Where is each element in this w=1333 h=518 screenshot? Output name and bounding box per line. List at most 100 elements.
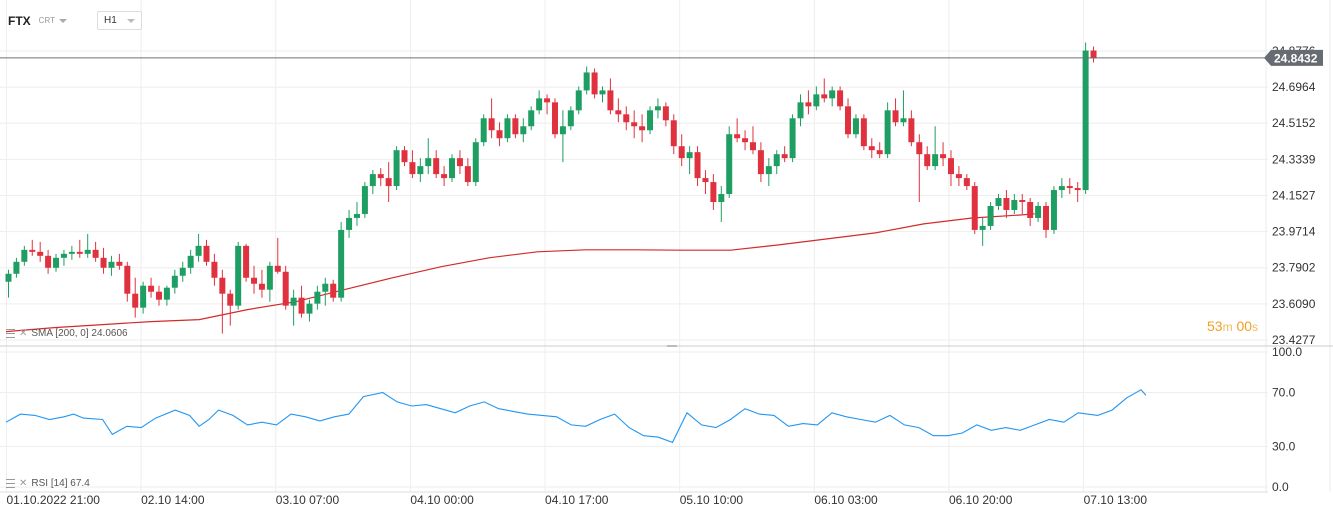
grid [0,0,1333,493]
timeframe-dropdown[interactable]: H1 [96,11,142,30]
candle-body [1066,186,1073,189]
candle-body [409,162,416,175]
candle-body [298,297,305,314]
time-tick-label: 04.10 17:00 [545,493,609,507]
candle-body [45,255,52,268]
candle-body [670,120,677,147]
candle-body [647,110,654,131]
candle-body [496,130,503,139]
candle-body [718,194,725,203]
candle-body [702,178,709,183]
candle-body [1058,186,1065,191]
candle-body [631,122,638,127]
candle-body [544,98,551,103]
candle-body [773,154,780,167]
candle-body [140,285,147,308]
candle-body [1003,198,1010,210]
sma-legend: ✕ SMA [200, 0] 24.0606 [6,328,128,339]
candle-body [187,255,194,268]
rsi-tick-label: 0.0 [1272,480,1289,494]
candle-body [892,110,899,123]
instrument-type-dropdown[interactable]: CRT [39,16,67,25]
candle-body [575,90,582,111]
candle-body [797,102,804,119]
countdown-seconds-unit: s [1252,320,1259,334]
candle-body [837,90,844,107]
candle-body [21,249,28,262]
candle-body [464,166,471,183]
countdown-minutes: 53 [1207,318,1223,334]
candle-body [108,261,115,268]
candle-body [314,291,321,304]
candle-body [227,293,234,306]
candle-body [425,158,432,167]
candle-body [203,245,210,262]
candle-body [330,283,337,298]
countdown-minutes-unit: m [1222,320,1233,334]
candle-body [654,106,661,111]
close-icon[interactable]: ✕ [19,478,28,489]
candle-body [821,94,828,99]
time-tick-label: 03.10 07:00 [276,493,340,507]
candle-body [53,257,60,268]
candle-body [179,267,186,276]
sma-line [5,213,1035,333]
candle-body [100,257,107,268]
candle-body [148,285,155,292]
candle-body [868,146,875,151]
instrument-type-label: CRT [38,16,55,25]
candle-body [947,158,954,175]
rsi-legend-label: RSI [14] 67.4 [31,478,90,489]
time-tick-label: 07.10 13:00 [1084,493,1148,507]
candle-body [757,150,764,175]
candle-body [235,245,242,306]
candle-body [551,102,558,135]
rsi-tick-label: 30.0 [1272,440,1296,454]
candle-body [1050,190,1057,230]
time-tick-label: 05.10 10:00 [680,493,744,507]
candle-body [765,166,772,175]
price-tick-label: 23.6090 [1272,297,1316,311]
menu-icon[interactable] [6,479,15,488]
candle-body [401,150,408,163]
candle-body [559,126,566,135]
rsi-line [5,389,1147,444]
candle-body [76,251,83,254]
candle-body [29,249,36,252]
candle-body [37,251,44,256]
candle-body [599,90,606,95]
candle-body [520,126,527,135]
candle-body [900,118,907,123]
candle-body [710,182,717,203]
symbol-label[interactable]: FTX [8,13,31,28]
candle-body [749,142,756,151]
candle-body [68,251,75,254]
time-tick-label: 06.10 20:00 [949,493,1013,507]
candle-body [955,174,962,179]
candle-body [195,245,202,256]
candle-body [346,217,353,230]
current-price-label: 24.8432 [1274,51,1318,65]
menu-icon[interactable] [6,329,15,338]
candle-body [274,265,281,272]
candle-body [860,118,867,147]
candle-body [908,118,915,143]
close-icon[interactable]: ✕ [19,328,28,339]
candle-body [884,110,891,155]
candle-body [132,293,139,308]
candle-body [694,152,701,179]
candle-body [361,186,368,214]
price-tick-label: 23.9714 [1272,225,1316,239]
candle-body [338,229,345,298]
candle-body [480,118,487,143]
candle-body [92,249,99,258]
candle-body [243,245,250,278]
price-tick-label: 24.1527 [1272,188,1316,202]
candle-body [124,265,131,294]
candle-body [504,118,511,139]
candle-body [60,253,67,258]
candle-body [13,261,20,274]
candle-body [781,154,788,159]
price-tick-label: 23.7902 [1272,261,1316,275]
